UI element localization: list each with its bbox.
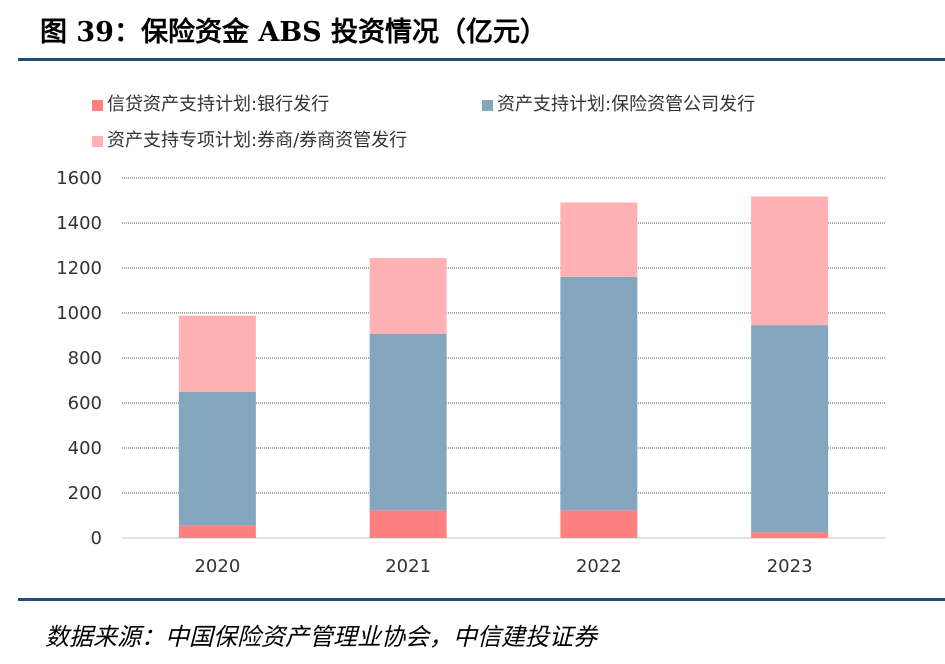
bar-2023-series-2 <box>751 196 829 326</box>
bar-2023-series-0 <box>751 532 829 538</box>
legend-label: 资产支持计划:保险资管公司发行 <box>497 94 756 115</box>
x-tick-label: 2020 <box>194 556 240 577</box>
bar-2021-series-1 <box>369 333 447 511</box>
y-tick-label: 600 <box>68 393 102 414</box>
bar-2022-series-2 <box>560 202 638 277</box>
source-note: 数据来源：中国保险资产管理业协会，中信建投证券 <box>45 623 597 651</box>
y-tick-label: 400 <box>68 438 102 459</box>
bar-2020-series-0 <box>178 525 256 538</box>
legend-label: 资产支持专项计划:券商/券商资管发行 <box>107 130 408 151</box>
legend-swatch <box>92 99 103 111</box>
page-title: 图 39：保险资金 ABS 投资情况（亿元） <box>40 17 548 48</box>
bar-2023-series-1 <box>751 325 829 533</box>
x-tick-label: 2022 <box>576 556 622 577</box>
legend-item-insurance: 资产支持计划:保险资管公司发行 <box>482 90 755 116</box>
title-rule <box>18 58 945 61</box>
bar-2022-series-1 <box>560 276 638 511</box>
y-tick-label: 800 <box>68 348 102 369</box>
bar-2021-series-2 <box>369 258 447 334</box>
y-tick-label: 1200 <box>56 258 102 279</box>
y-tick-label: 1400 <box>56 213 102 234</box>
y-tick-label: 200 <box>68 483 102 504</box>
bar-2021-series-0 <box>369 510 447 538</box>
legend-swatch <box>482 99 493 111</box>
y-tick-label: 1600 <box>56 168 102 189</box>
legend-label: 信贷资产支持计划:银行发行 <box>107 94 330 115</box>
y-tick-label: 0 <box>91 528 102 549</box>
legend-swatch <box>92 135 103 147</box>
x-tick-label: 2021 <box>385 556 431 577</box>
bar-2022-series-0 <box>560 510 638 538</box>
bar-2020-series-2 <box>178 315 256 392</box>
legend-item-broker: 资产支持专项计划:券商/券商资管发行 <box>92 126 407 152</box>
y-tick-label: 1000 <box>56 303 102 324</box>
legend-item-bank: 信贷资产支持计划:银行发行 <box>92 90 329 116</box>
footer-rule <box>18 598 945 601</box>
bar-2020-series-1 <box>178 391 256 526</box>
x-tick-label: 2023 <box>767 556 813 577</box>
